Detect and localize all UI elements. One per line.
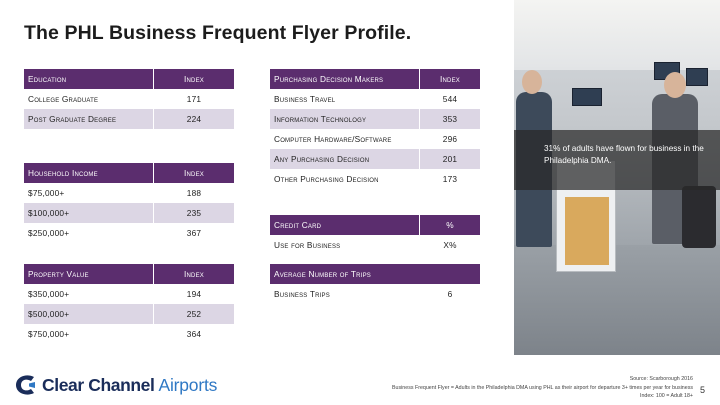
row-label: $100,000+ [28, 208, 70, 218]
row-label: Use for Business [274, 240, 341, 250]
purchasing-header-row: Purchasing Decision Makers Index [270, 69, 480, 89]
table-row: $75,000+ 188 [24, 183, 234, 203]
row-label: Post Graduate Degree [28, 114, 117, 124]
footnote-definition: Business Frequent Flyer = Adults in the … [392, 384, 693, 391]
photo-floor [514, 245, 720, 355]
table-row: Business Trips 6 [270, 284, 480, 304]
education-header-label: Education [28, 74, 67, 84]
table-row: Business Travel 544 [270, 89, 480, 109]
row-value: 296 [442, 134, 458, 144]
row-value: 224 [186, 114, 202, 124]
row-value: 188 [186, 188, 202, 198]
row-label: $500,000+ [28, 309, 70, 319]
row-label: Information Technology [274, 114, 367, 124]
clear-channel-airports-logo: Clear Channel Airports [14, 374, 217, 396]
photo-signage [686, 68, 708, 86]
footnote-source: Source: Scarborough 2016 [629, 376, 693, 382]
purchasing-table: Purchasing Decision Makers Index Busines… [270, 69, 480, 189]
row-label: $75,000+ [28, 188, 65, 198]
credit-card-header-row: Credit Card % [270, 215, 480, 235]
page-title: The PHL Business Frequent Flyer Profile. [24, 22, 412, 44]
purchasing-header-value: Index [440, 74, 460, 84]
property-value-table: Property Value Index $350,000+ 194 $500,… [24, 264, 234, 344]
trips-table: Average Number of Trips Business Trips 6 [270, 264, 480, 304]
footnote: Source: Scarborough 2016 Business Freque… [273, 375, 693, 401]
household-income-header-value: Index [184, 168, 204, 178]
row-value: 235 [186, 208, 202, 218]
trips-header-label: Average Number of Trips [274, 269, 371, 279]
photo-traveler-head [664, 72, 686, 98]
table-row: $750,000+ 364 [24, 324, 234, 344]
row-value: 252 [186, 309, 202, 319]
row-label: College Graduate [28, 94, 99, 104]
table-row: Computer Hardware/Software 296 [270, 129, 480, 149]
photo-caption: 31% of adults have flown for business in… [544, 144, 704, 165]
credit-card-header-label: Credit Card [274, 220, 322, 230]
clear-channel-logo-icon [16, 375, 35, 395]
logo-text-bold: Clear Channel [42, 374, 155, 395]
row-label: Computer Hardware/Software [274, 134, 392, 144]
table-row: $350,000+ 194 [24, 284, 234, 304]
education-table: Education Index College Graduate 171 Pos… [24, 69, 234, 129]
airport-photo: 31% of adults have flown for business in… [514, 0, 720, 355]
row-label: Business Travel [274, 94, 336, 104]
row-value: 6 [447, 289, 453, 299]
property-value-header-value: Index [184, 269, 204, 279]
row-value: 353 [442, 114, 458, 124]
table-row: $500,000+ 252 [24, 304, 234, 324]
table-row: Information Technology 353 [270, 109, 480, 129]
row-label: $250,000+ [28, 228, 70, 238]
row-value: 171 [186, 94, 202, 104]
table-row: Use for Business X% [270, 235, 480, 255]
property-value-header-label: Property Value [28, 269, 89, 279]
photo-ceiling [514, 0, 720, 70]
footnote-index-base: Index: 100 = Adult 18+ [639, 393, 693, 400]
table-row: College Graduate 171 [24, 89, 234, 109]
purchasing-header-label: Purchasing Decision Makers [274, 74, 384, 84]
caption-overlay [514, 130, 720, 190]
row-label: Any Purchasing Decision [274, 154, 370, 164]
row-value: 201 [442, 154, 458, 164]
row-label: $350,000+ [28, 289, 70, 299]
credit-card-header-value: % [446, 220, 454, 230]
photo-traveler-head [522, 70, 542, 94]
photo-luggage [682, 186, 716, 248]
table-row: $250,000+ 367 [24, 223, 234, 243]
row-label: Business Trips [274, 289, 330, 299]
table-row: Other Purchasing Decision 173 [270, 169, 480, 189]
row-label: Other Purchasing Decision [274, 174, 379, 184]
household-income-table: Household Income Index $75,000+ 188 $100… [24, 163, 234, 243]
logo-text-light: Airports [158, 374, 218, 395]
row-value: 544 [442, 94, 458, 104]
photo-kiosk-panel [565, 197, 609, 265]
education-header-row: Education Index [24, 69, 234, 89]
row-value: X% [443, 240, 457, 250]
table-row: Post Graduate Degree 224 [24, 109, 234, 129]
table-row: $100,000+ 235 [24, 203, 234, 223]
household-income-header-row: Household Income Index [24, 163, 234, 183]
row-label: $750,000+ [28, 329, 70, 339]
row-value: 173 [442, 174, 458, 184]
household-income-header-label: Household Income [28, 168, 98, 178]
photo-signage [572, 88, 602, 106]
table-row: Any Purchasing Decision 201 [270, 149, 480, 169]
credit-card-table: Credit Card % Use for Business X% [270, 215, 480, 255]
row-value: 194 [186, 289, 202, 299]
page-number: 5 [700, 385, 706, 395]
trips-header-row: Average Number of Trips [270, 264, 480, 284]
property-value-header-row: Property Value Index [24, 264, 234, 284]
education-header-value: Index [184, 74, 204, 84]
row-value: 364 [186, 329, 202, 339]
row-value: 367 [186, 228, 202, 238]
